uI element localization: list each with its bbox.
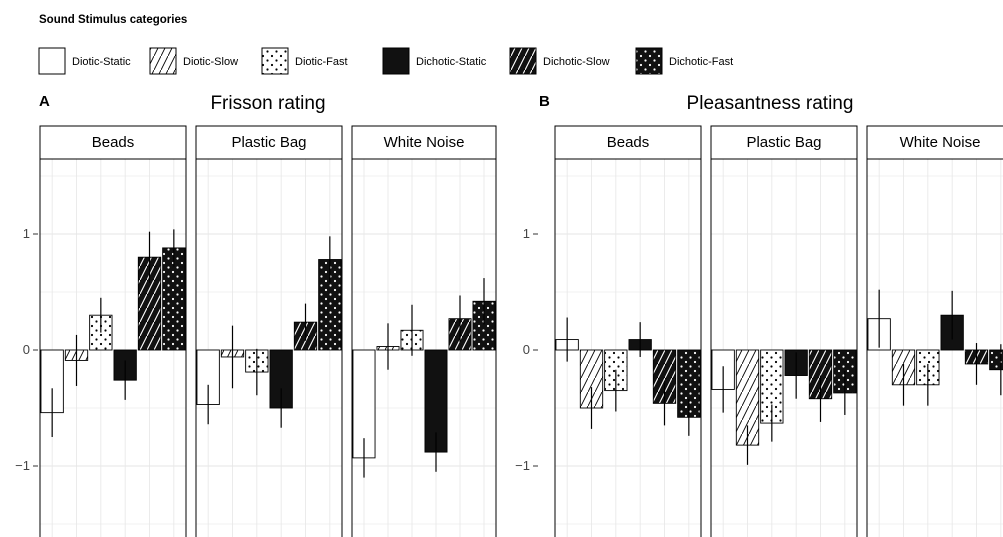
facet-frame	[39, 158, 187, 537]
facet-1: Plastic Bag	[195, 125, 343, 537]
facet-0: Beads	[554, 125, 702, 537]
panel-pleasantness: B Pleasantness rating −1 0 1 Beads Plastic Bag…	[515, 93, 1003, 537]
facet-strip	[710, 125, 858, 160]
legend-label-5: Dichotic-Fast	[669, 56, 733, 68]
legend-key-0	[38, 47, 66, 75]
facet-2: White Noise	[866, 125, 1003, 537]
facet-frame	[351, 158, 497, 537]
y-tick-label: 0	[23, 342, 30, 357]
panel-title: Pleasantness rating	[687, 93, 854, 114]
legend-label-0: Diotic-Static	[72, 56, 131, 68]
y-tick-label: 1	[23, 226, 30, 241]
facet-0: Beads	[39, 125, 187, 537]
facet-1: Plastic Bag	[710, 125, 858, 537]
facet-strip	[39, 125, 187, 160]
facet-label: White Noise	[900, 134, 981, 151]
facet-label: Plastic Bag	[746, 134, 821, 151]
facet-label: Plastic Bag	[231, 134, 306, 151]
facet-strip	[554, 125, 702, 160]
legend-label-2: Diotic-Fast	[295, 56, 348, 68]
panel-letter: B	[539, 93, 550, 110]
facet-strip	[195, 125, 343, 160]
legend-key-1	[149, 47, 177, 75]
legend: Diotic-Static Diotic-Slow Diotic-Fast Dicho…	[38, 47, 733, 75]
legend-label-3: Dichotic-Static	[416, 56, 487, 68]
y-tick-label: 1	[523, 226, 530, 241]
panel-frisson: A Frisson rating −1 0 1 Beads Plastic Bag White…	[15, 93, 497, 537]
facet-2: White Noise	[351, 125, 497, 537]
facet-frame	[710, 158, 858, 537]
y-tick-label: −1	[15, 458, 30, 473]
y-tick-label: 0	[523, 342, 530, 357]
facet-frame	[554, 158, 702, 537]
facet-frame	[866, 158, 1003, 537]
facet-strip	[866, 125, 1003, 160]
legend-title: Sound Stimulus categories	[39, 14, 187, 26]
legend-key-4	[509, 47, 537, 75]
legend-label-4: Dichotic-Slow	[543, 56, 610, 68]
legend-key-5	[635, 47, 663, 75]
panel-letter: A	[39, 93, 50, 110]
legend-key-2	[261, 47, 289, 75]
legend-key-3	[382, 47, 410, 75]
panel-title: Frisson rating	[210, 93, 325, 114]
facet-label: White Noise	[384, 134, 465, 151]
facet-strip	[351, 125, 497, 160]
facet-label: Beads	[607, 134, 650, 151]
y-tick-label: −1	[515, 458, 530, 473]
facet-label: Beads	[92, 134, 135, 151]
facet-frame	[195, 158, 343, 537]
legend-label-1: Diotic-Slow	[183, 56, 238, 68]
